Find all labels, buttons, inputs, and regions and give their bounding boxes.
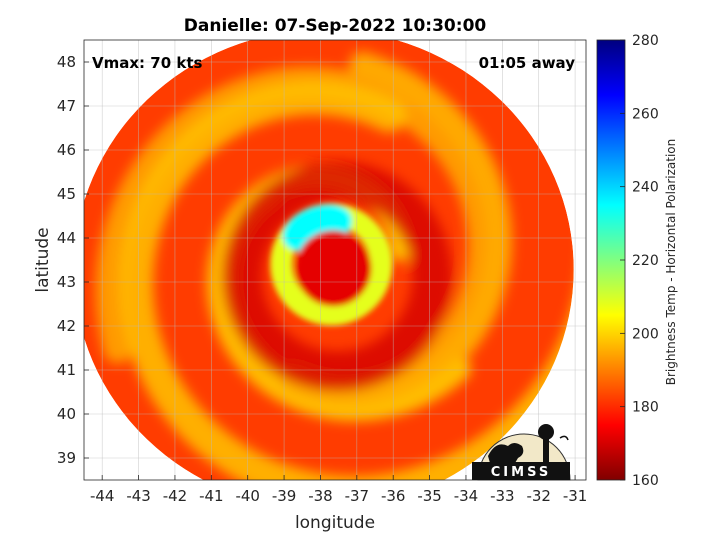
x-tick-label: -35	[417, 487, 442, 505]
x-tick-label: -41	[199, 487, 224, 505]
time-away-annotation: 01:05 away	[479, 54, 576, 72]
x-tick-label: -34	[454, 487, 479, 505]
x-tick-label: -44	[90, 487, 115, 505]
x-tick-label: -39	[272, 487, 297, 505]
colorbar-tick-label: 280	[632, 33, 659, 49]
chart-title: Danielle: 07-Sep-2022 10:30:00	[184, 16, 487, 36]
colorbar-tick-label: 160	[632, 473, 659, 489]
colorbar-label: Brightness Temp - Horizontal Polarizatio…	[664, 139, 678, 386]
vmax-annotation: Vmax: 70 kts	[92, 54, 202, 72]
x-tick-label: -33	[490, 487, 515, 505]
x-tick-label: -32	[526, 487, 551, 505]
y-tick-label: 45	[57, 185, 76, 203]
y-tick-label: 48	[57, 53, 76, 71]
colorbar-tick-label: 260	[632, 106, 659, 122]
grid-lines	[84, 40, 586, 480]
eyewall	[270, 203, 393, 326]
colorbar-tick-label: 180	[632, 400, 659, 416]
cimss-logo: CIMSS	[472, 424, 571, 481]
x-tick-label: -38	[308, 487, 333, 505]
y-tick-label: 43	[57, 273, 76, 291]
x-tick-label: -31	[563, 487, 588, 505]
logo-text: CIMSS	[491, 465, 551, 480]
eye	[295, 230, 372, 307]
x-tick-label: -36	[381, 487, 406, 505]
x-axis-ticks: -44 -43 -42 -41 -40 -39 -38 -37 -36 -35 -34 -33 -32-…	[90, 475, 587, 505]
y-tick-label: 39	[57, 449, 76, 467]
colorbar-ticks: 160 180 200 220 240 260 280	[620, 33, 659, 489]
cold-ring	[222, 161, 453, 392]
colorbar-tick-label: 240	[632, 180, 659, 196]
x-tick-label: -42	[163, 487, 188, 505]
colorbar-tick-label: 220	[632, 253, 659, 269]
y-tick-label: 40	[57, 405, 76, 423]
y-tick-label: 44	[57, 229, 76, 247]
plot-frame	[83, 39, 587, 481]
spiral-band	[95, 66, 498, 405]
y-tick-label: 42	[57, 317, 76, 335]
y-tick-label: 46	[57, 141, 76, 159]
x-tick-label: -40	[235, 487, 260, 505]
y-axis-label: latitude	[33, 227, 53, 292]
y-axis-ticks: 39 40 41 42 43 44 45 46 47 48	[57, 53, 89, 467]
y-tick-label: 47	[57, 97, 76, 115]
colorbar-tick-label: 200	[632, 326, 659, 342]
x-tick-label: -37	[345, 487, 370, 505]
x-axis-label: longitude	[295, 513, 375, 533]
brightness-temperature-swath	[84, 40, 574, 480]
x-tick-label: -43	[126, 487, 151, 505]
y-tick-label: 41	[57, 361, 76, 379]
